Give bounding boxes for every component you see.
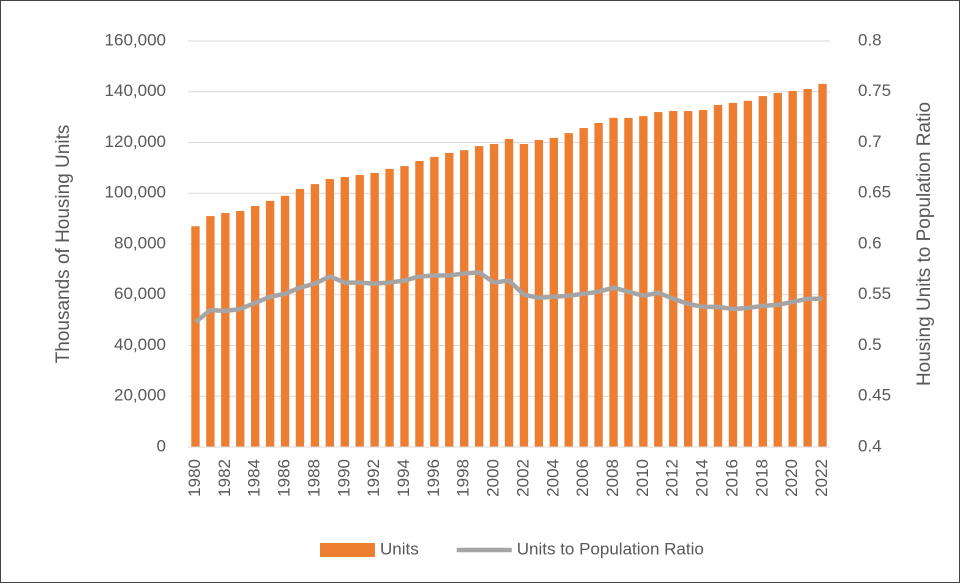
bar xyxy=(743,100,753,447)
x-tick-label: 2008 xyxy=(603,459,622,497)
y2-tick-label: 0.4 xyxy=(858,436,882,455)
y2-tick-label: 0.5 xyxy=(858,335,882,354)
x-tick-label: 2022 xyxy=(812,459,831,497)
bar xyxy=(579,128,588,447)
bar xyxy=(773,93,782,448)
x-tick-label: 2020 xyxy=(782,459,801,497)
bar xyxy=(758,96,767,447)
bar xyxy=(236,211,245,447)
bar xyxy=(698,110,708,448)
bar xyxy=(251,205,260,447)
x-tick-label: 1980 xyxy=(185,459,204,497)
x-tick-label: 2006 xyxy=(573,459,592,497)
bar xyxy=(206,216,215,447)
y-tick-label: 20,000 xyxy=(114,386,166,405)
y-tick-label: 100,000 xyxy=(105,183,166,202)
x-tick-label: 1988 xyxy=(304,459,323,497)
y-tick-label: 160,000 xyxy=(105,30,166,49)
y-axis-title: Thousands of Housing Units xyxy=(53,125,74,364)
x-tick-label: 2004 xyxy=(543,459,562,497)
y-tick-label: 60,000 xyxy=(114,284,166,303)
bar xyxy=(325,179,335,448)
bar xyxy=(355,174,364,448)
x-tick-label: 1992 xyxy=(364,459,383,497)
legend-label: Units to Population Ratio xyxy=(517,539,704,558)
bar xyxy=(280,195,290,447)
bar xyxy=(654,112,663,448)
x-tick-label: 1986 xyxy=(275,459,294,497)
y2-axis-title: Housing Units to Population Ratio xyxy=(914,102,935,386)
bar xyxy=(549,137,558,447)
y-tick-label: 120,000 xyxy=(105,132,166,151)
bar xyxy=(728,102,738,447)
legend-swatch xyxy=(320,543,375,557)
y2-tick-label: 0.6 xyxy=(858,233,882,252)
bar xyxy=(415,161,424,447)
bar xyxy=(295,188,305,447)
bar xyxy=(683,111,693,447)
bar xyxy=(669,111,678,447)
bar xyxy=(370,172,379,447)
x-tick-label: 1996 xyxy=(424,459,443,497)
x-tick-label: 2002 xyxy=(513,459,532,497)
legend-label: Units xyxy=(380,539,419,558)
x-tick-label: 2014 xyxy=(693,459,712,497)
y2-tick-label: 0.75 xyxy=(858,81,891,100)
x-tick-label: 2018 xyxy=(752,459,771,497)
y2-tick-label: 0.8 xyxy=(858,30,882,49)
y2-tick-label: 0.55 xyxy=(858,284,891,303)
bar xyxy=(400,166,409,447)
x-tick-label: 2000 xyxy=(484,459,503,497)
bar xyxy=(221,213,230,447)
y-tick-label: 0 xyxy=(157,436,166,455)
bar xyxy=(504,138,514,447)
bar xyxy=(310,184,320,448)
bar xyxy=(624,117,633,447)
bar xyxy=(474,146,484,448)
x-tick-label: 2012 xyxy=(663,459,682,497)
bar xyxy=(489,144,499,447)
bar xyxy=(430,156,439,447)
x-tick-label: 1990 xyxy=(334,459,353,497)
bar xyxy=(265,200,275,447)
bar xyxy=(340,177,349,447)
bar xyxy=(639,116,648,448)
x-tick-label: 2016 xyxy=(722,459,741,497)
bar xyxy=(788,90,797,448)
x-tick-label: 1984 xyxy=(245,459,264,497)
bar xyxy=(385,168,394,447)
x-tick-label: 1998 xyxy=(454,459,473,497)
x-tick-label: 2010 xyxy=(633,459,652,497)
y2-tick-label: 0.7 xyxy=(858,132,882,151)
y-tick-label: 40,000 xyxy=(114,335,166,354)
bar xyxy=(191,226,200,447)
bar xyxy=(818,83,827,447)
bar xyxy=(713,104,723,447)
bar xyxy=(534,139,544,447)
bar xyxy=(803,88,812,448)
bar xyxy=(445,152,454,447)
x-tick-label: 1982 xyxy=(215,459,234,497)
bar xyxy=(564,133,573,447)
y-tick-label: 140,000 xyxy=(105,81,166,100)
y2-tick-label: 0.65 xyxy=(858,183,891,202)
bar xyxy=(594,122,603,448)
x-tick-label: 1994 xyxy=(394,459,413,497)
line xyxy=(194,270,823,324)
y-tick-label: 80,000 xyxy=(114,233,166,252)
bar xyxy=(609,117,618,447)
y2-tick-label: 0.45 xyxy=(858,386,891,405)
bar xyxy=(460,150,469,448)
